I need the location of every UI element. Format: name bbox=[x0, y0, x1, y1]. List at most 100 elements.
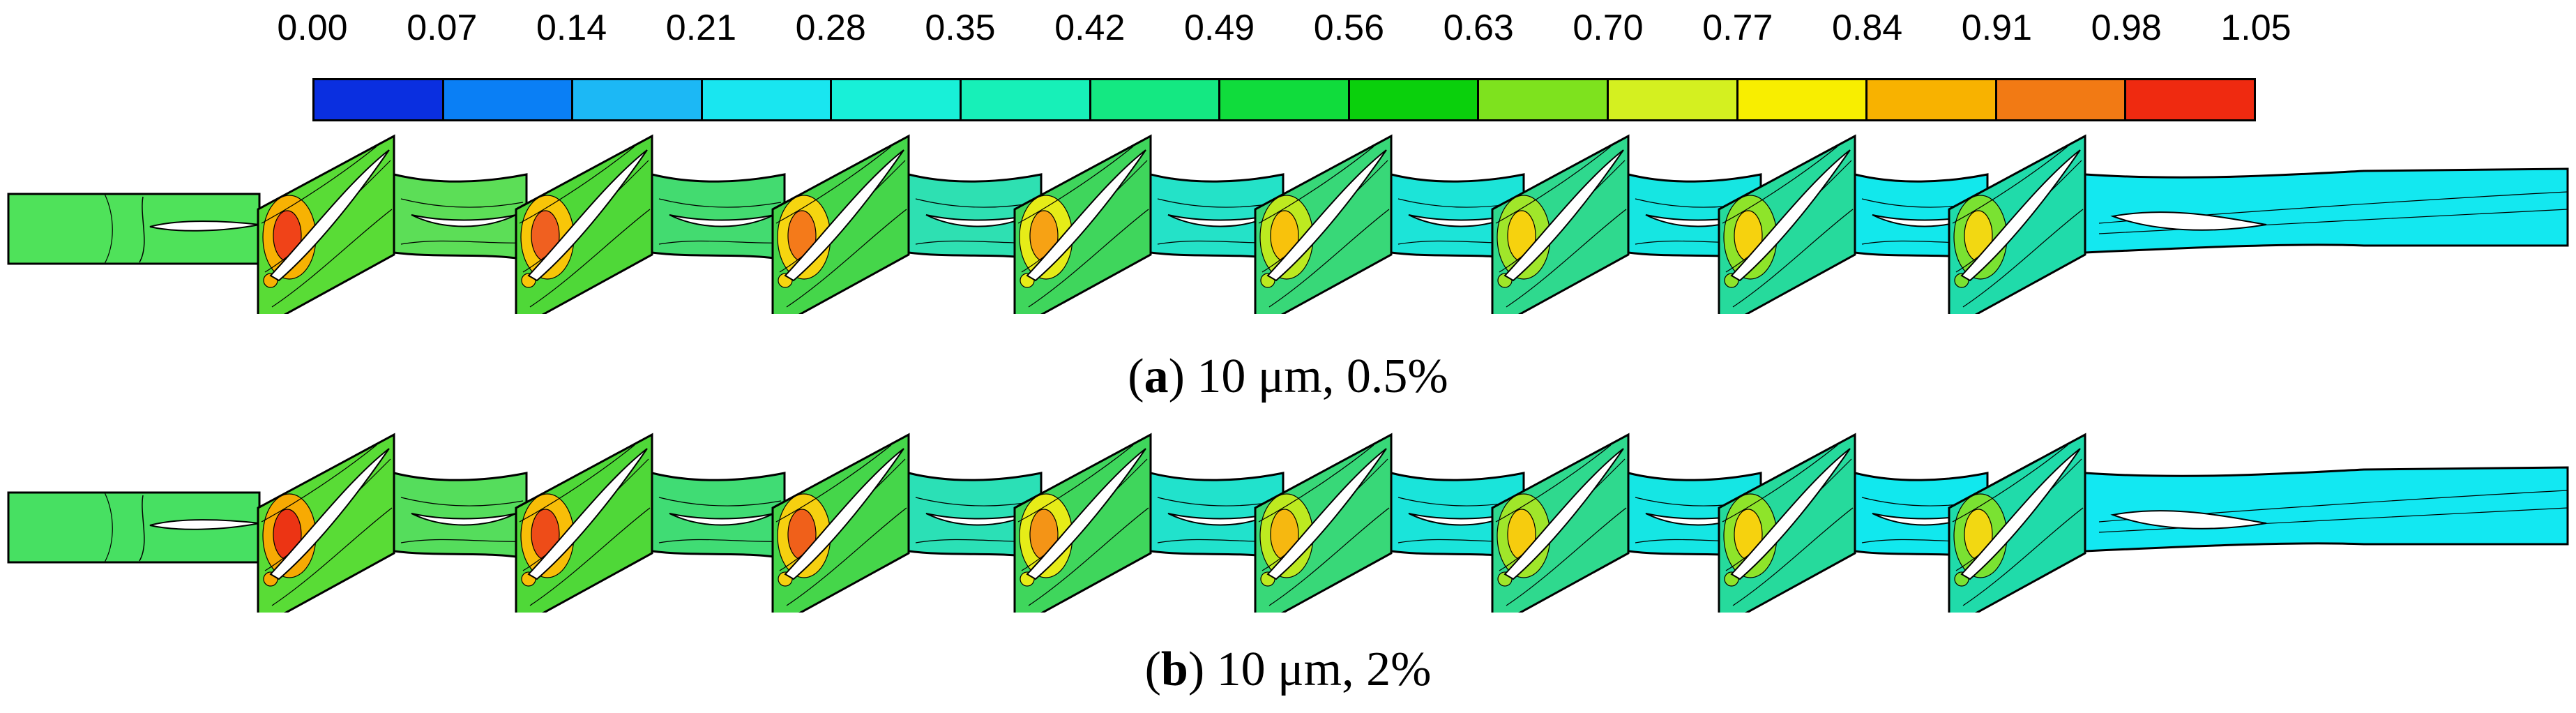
rotor-passage bbox=[515, 134, 653, 314]
contour-line bbox=[658, 497, 782, 506]
outlet-duct bbox=[2084, 466, 2569, 553]
contour-line bbox=[1268, 507, 1390, 606]
colorbar-swatch bbox=[444, 80, 574, 119]
rotor-passage bbox=[1718, 433, 1856, 613]
colorbar-swatch bbox=[1479, 80, 1609, 119]
contour-line bbox=[400, 539, 524, 543]
colorbar-swatch bbox=[1220, 80, 1350, 119]
contour-line bbox=[1962, 209, 2084, 308]
contour-line bbox=[1732, 507, 1854, 606]
colorbar-swatch bbox=[573, 80, 703, 119]
rotor-blade bbox=[1026, 448, 1146, 580]
colorbar-swatch bbox=[1608, 80, 1738, 119]
contour-line bbox=[2098, 209, 2568, 234]
legend-tick-label: 0.56 bbox=[1313, 8, 1384, 48]
caption-a-letter: a bbox=[1144, 350, 1169, 403]
rotor-blade bbox=[1730, 149, 1851, 282]
contour-line bbox=[786, 507, 907, 606]
contour-line bbox=[1028, 209, 1149, 308]
caption-a-text: 10 μm, 0.5% bbox=[1184, 350, 1448, 403]
stator-passage bbox=[907, 173, 1043, 261]
legend-tick-label: 0.77 bbox=[1702, 8, 1773, 48]
colorbar-swatch bbox=[1738, 80, 1868, 119]
contour-line bbox=[139, 196, 145, 263]
legend-tick-label: 0.91 bbox=[1961, 8, 2032, 48]
outlet-vane bbox=[2110, 510, 2267, 530]
contour-line bbox=[658, 198, 782, 208]
colorbar-swatch bbox=[961, 80, 1091, 119]
outlet-region bbox=[2084, 466, 2569, 553]
rotor-blade bbox=[1960, 149, 2081, 282]
contour-line bbox=[1506, 507, 1627, 606]
colorbar-swatch bbox=[315, 80, 444, 119]
legend-tick-label: 0.98 bbox=[2091, 8, 2162, 48]
legend-tick-label: 0.70 bbox=[1573, 8, 1644, 48]
contour-line bbox=[519, 146, 635, 224]
rotor-passage bbox=[1491, 433, 1630, 613]
compressor-contour-panel-a bbox=[7, 134, 2569, 314]
contour-line bbox=[519, 444, 635, 523]
contour-line bbox=[658, 539, 782, 543]
rotor-blade bbox=[527, 448, 648, 580]
compressor-contour-panel-b bbox=[7, 433, 2569, 613]
rotor-blade bbox=[1026, 149, 1146, 282]
stator-passage bbox=[1390, 173, 1525, 261]
contour-line bbox=[775, 444, 892, 523]
contour-line bbox=[1028, 507, 1149, 606]
color-legend: 0.00 0.07 0.14 0.21 0.28 0.35 0.42 0.49 0.56 0.63… bbox=[0, 0, 2576, 133]
contour-line bbox=[1952, 444, 2068, 523]
rotor-blade bbox=[1503, 448, 1624, 580]
stator-passage bbox=[393, 173, 528, 261]
rotor-blade bbox=[1960, 448, 2081, 580]
contour-line bbox=[1268, 209, 1390, 308]
rotor-passage bbox=[257, 134, 395, 314]
outlet-region bbox=[2084, 167, 2569, 254]
inlet-duct bbox=[7, 193, 261, 265]
contour-line bbox=[1017, 444, 1134, 523]
contour-line bbox=[1722, 146, 1838, 224]
colorbar-swatch bbox=[2126, 80, 2254, 119]
caption-b-text: 10 μm, 2% bbox=[1204, 643, 1432, 696]
stator-passage bbox=[393, 472, 528, 560]
legend-tick-label: 0.21 bbox=[665, 8, 736, 48]
stator-passage bbox=[1390, 472, 1525, 560]
rotor-blade bbox=[527, 149, 648, 282]
contour-line bbox=[271, 209, 393, 308]
rotor-blade bbox=[1266, 149, 1387, 282]
rotor-passage bbox=[257, 433, 395, 613]
colorbar-swatch bbox=[832, 80, 962, 119]
legend-tick-label: 0.49 bbox=[1183, 8, 1255, 48]
rotor-blade bbox=[1730, 448, 1851, 580]
contour-line bbox=[1952, 146, 2068, 224]
contour-line bbox=[1506, 209, 1627, 308]
legend-tick-label: 0.35 bbox=[925, 8, 996, 48]
contour-line bbox=[1258, 146, 1374, 224]
rotor-blade bbox=[784, 149, 904, 282]
colorbar bbox=[312, 78, 2256, 121]
contour-line bbox=[1495, 146, 1612, 224]
rotor-passage bbox=[1718, 134, 1856, 314]
rotor-passage bbox=[771, 433, 910, 613]
rotor-passage bbox=[1948, 134, 2086, 314]
contour-line bbox=[1732, 209, 1854, 308]
legend-tick-label: 1.05 bbox=[2220, 8, 2291, 48]
stator-passage bbox=[651, 173, 786, 261]
rotor-blade bbox=[784, 448, 904, 580]
contour-line bbox=[261, 146, 377, 224]
rotor-passage bbox=[771, 134, 910, 314]
contour-line bbox=[658, 240, 782, 245]
caption-b-letter: b bbox=[1160, 643, 1188, 696]
contour-line bbox=[775, 146, 892, 224]
contour-line bbox=[400, 240, 524, 245]
colorbar-swatch bbox=[1997, 80, 2127, 119]
rotor-blade bbox=[1266, 448, 1387, 580]
contour-line bbox=[400, 198, 524, 208]
caption-a: (a) 10 μm, 0.5% bbox=[1128, 350, 1448, 403]
rotor-passage bbox=[1254, 433, 1393, 613]
contour-line bbox=[1722, 444, 1838, 523]
contour-line bbox=[400, 497, 524, 506]
contour-line bbox=[104, 492, 113, 563]
contour-line bbox=[271, 507, 393, 606]
rotor-passage bbox=[1013, 134, 1152, 314]
rotor-passage bbox=[1013, 433, 1152, 613]
